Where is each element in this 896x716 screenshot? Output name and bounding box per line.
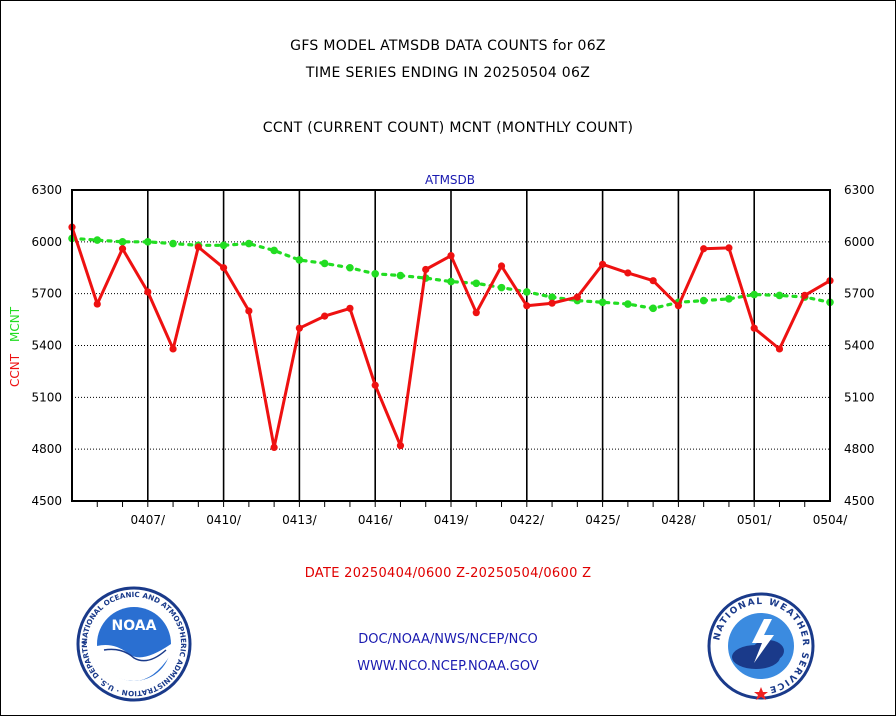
x-tick-label: 0504/ xyxy=(813,513,849,527)
data-point-mcnt xyxy=(219,241,228,250)
y-axis-label-left: CCNT xyxy=(8,353,22,387)
x-tick-label: 0501/ xyxy=(737,513,773,527)
data-point-mcnt xyxy=(396,271,405,280)
data-point-mcnt xyxy=(144,238,152,246)
chart-subtitle-series: TIME SERIES ENDING IN 20250504 06Z xyxy=(305,65,591,81)
data-point-ccnt xyxy=(295,324,303,332)
data-point-ccnt xyxy=(371,381,379,389)
data-point-mcnt xyxy=(371,269,380,278)
data-point-ccnt xyxy=(169,345,177,353)
data-point-mcnt xyxy=(548,293,556,301)
y-tick-label-right: 6300 xyxy=(844,183,875,197)
data-point-ccnt xyxy=(775,345,784,353)
data-point-ccnt xyxy=(270,443,278,452)
plot-border xyxy=(71,189,831,502)
data-point-ccnt xyxy=(321,312,329,320)
data-point-ccnt xyxy=(599,260,607,268)
org-path-link[interactable]: DOC/NOAA/NWS/NCEP/NCO xyxy=(358,632,538,647)
data-point-ccnt xyxy=(346,304,354,312)
y-tick-label-right: 5400 xyxy=(844,339,875,353)
data-point-mcnt xyxy=(523,288,531,296)
y-tick-label-left: 5100 xyxy=(31,390,62,404)
y-tick-label-left: 6000 xyxy=(31,235,62,249)
data-point-mcnt xyxy=(320,259,329,268)
data-point-ccnt xyxy=(118,245,127,253)
chart-title: GFS MODEL ATMSDB DATA COUNTS for 06Z xyxy=(290,38,606,54)
x-tick-label: 0419/ xyxy=(434,513,470,527)
data-point-ccnt xyxy=(725,244,733,252)
x-tick-label: 0407/ xyxy=(131,513,167,527)
data-point-mcnt xyxy=(118,238,127,246)
data-point-mcnt xyxy=(497,283,506,292)
data-point-ccnt xyxy=(700,245,708,253)
data-point-ccnt xyxy=(624,269,632,277)
data-point-ccnt xyxy=(396,442,405,450)
line-chart: ATMSDB CCNT MCNT 4500 4500 4800 4800 5100 510… xyxy=(8,173,875,527)
x-tick-label: 0428/ xyxy=(661,513,697,527)
data-point-mcnt xyxy=(295,256,304,264)
data-point-mcnt xyxy=(169,239,177,248)
data-point-mcnt xyxy=(447,277,455,286)
data-point-ccnt xyxy=(497,262,506,270)
data-point-ccnt xyxy=(472,309,480,317)
data-point-ccnt xyxy=(573,293,581,301)
data-point-mcnt xyxy=(775,291,784,300)
y-tick-label-left: 4500 xyxy=(31,494,62,508)
data-point-ccnt xyxy=(649,277,657,285)
y-tick-label-left: 6300 xyxy=(31,183,62,197)
data-point-ccnt xyxy=(447,252,455,260)
data-point-mcnt xyxy=(93,236,102,244)
y-tick-label-right: 4500 xyxy=(844,494,875,508)
data-point-ccnt xyxy=(245,307,253,315)
x-tick-label: 0422/ xyxy=(510,513,546,527)
x-tick-label: 0413/ xyxy=(282,513,318,527)
data-point-mcnt xyxy=(725,295,733,303)
data-point-mcnt xyxy=(346,263,354,272)
noaa-logo-text: NOAA xyxy=(112,618,157,634)
data-point-ccnt xyxy=(194,243,202,251)
data-point-mcnt xyxy=(245,239,253,248)
y-tick-label-right: 4800 xyxy=(844,442,875,456)
data-point-mcnt xyxy=(472,279,481,288)
chart-legend-description: CCNT (CURRENT COUNT) MCNT (MONTHLY COUNT… xyxy=(262,120,634,136)
nws-logo: NATIONAL WEATHER SERVICE xyxy=(707,592,815,700)
noaa-logo: NATIONAL OCEANIC AND ATMOSPHERIC ADMINIS… xyxy=(74,584,192,702)
y-tick-label-right: 6000 xyxy=(844,235,875,249)
data-point-ccnt xyxy=(801,291,809,299)
data-point-ccnt xyxy=(523,302,531,310)
data-point-mcnt xyxy=(598,298,607,307)
y-tick-label-left: 5700 xyxy=(31,287,62,301)
data-point-ccnt xyxy=(422,265,430,274)
data-point-ccnt xyxy=(548,299,556,307)
y-tick-label-left: 4800 xyxy=(31,442,62,456)
y-tick-label-right: 5100 xyxy=(844,390,875,404)
data-point-ccnt xyxy=(750,324,758,332)
website-link[interactable]: WWW.NCO.NCEP.NOAA.GOV xyxy=(357,659,539,674)
data-point-mcnt xyxy=(270,246,278,255)
data-point-mcnt xyxy=(649,304,657,313)
date-range-label: DATE 20250404/0600 Z-20250504/0600 Z xyxy=(304,566,592,581)
plot-title: ATMSDB xyxy=(425,173,475,187)
x-tick-label: 0416/ xyxy=(358,513,394,527)
y-tick-label-left: 5400 xyxy=(31,339,62,353)
data-point-ccnt xyxy=(220,264,228,272)
y-axis-label-right: MCNT xyxy=(8,306,22,342)
data-point-ccnt xyxy=(93,300,101,308)
data-point-ccnt xyxy=(674,302,683,310)
data-point-ccnt xyxy=(144,288,152,296)
data-point-mcnt xyxy=(750,290,758,299)
data-point-mcnt xyxy=(624,300,632,308)
x-tick-label: 0425/ xyxy=(585,513,621,527)
y-tick-label-right: 5700 xyxy=(844,287,875,301)
x-tick-label: 0410/ xyxy=(206,513,242,527)
data-point-mcnt xyxy=(699,296,708,305)
